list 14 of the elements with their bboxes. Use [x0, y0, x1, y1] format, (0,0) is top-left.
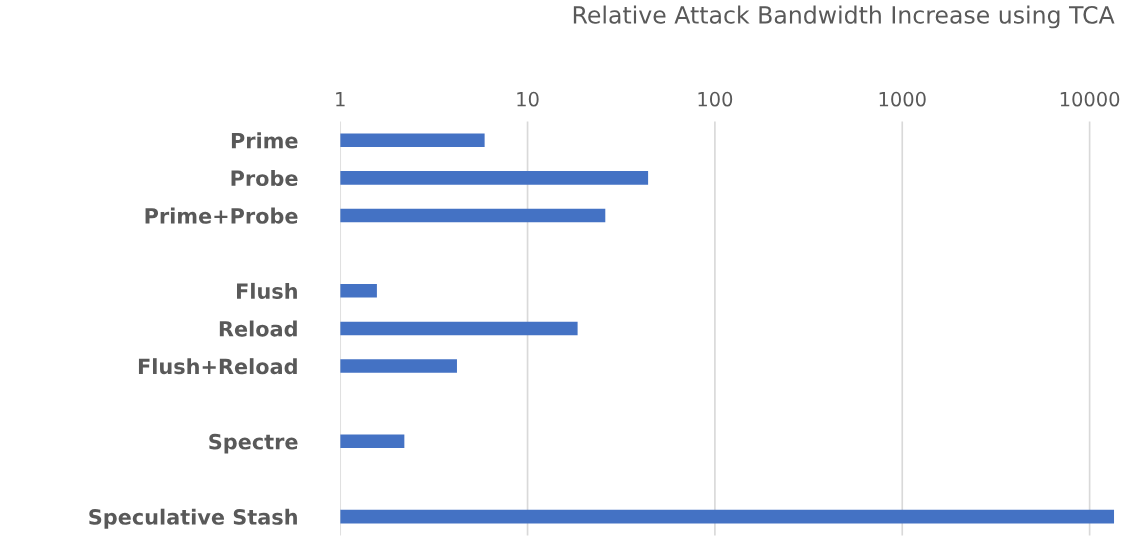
y-tick-label: Prime+Probe — [145, 207, 298, 224]
x-tick-label: 10 — [517, 91, 539, 107]
y-tick-label: Flush — [237, 282, 297, 300]
chart-title: Relative Attack Bandwidth Increase using TCA — [573, 5, 1115, 29]
x-tick-label: 1000 — [879, 91, 926, 107]
y-tick-label: Flush+Reload — [138, 358, 297, 375]
x-tick-label: 10000 — [1060, 91, 1120, 107]
y-tick-label: Reload — [219, 320, 297, 337]
y-tick-label: Probe — [231, 169, 298, 187]
x-tick-label: 100 — [698, 91, 733, 107]
y-tick-label: Speculative Stash — [89, 508, 297, 529]
x-tick-label: 1 — [336, 92, 345, 107]
y-tick-label: Spectre — [209, 433, 298, 454]
y-tick-label: Prime — [231, 132, 298, 149]
